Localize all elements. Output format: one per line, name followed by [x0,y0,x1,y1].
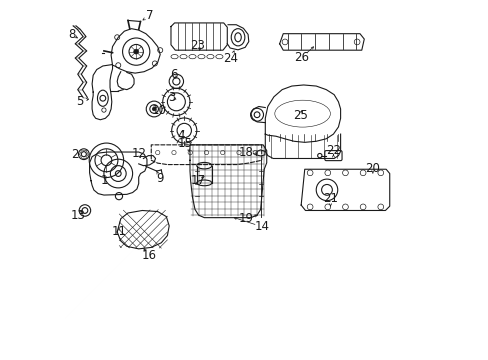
Text: 3: 3 [168,91,175,104]
Text: 13: 13 [70,209,85,222]
Text: 23: 23 [189,39,204,52]
Text: 7: 7 [145,9,153,22]
Text: 2: 2 [71,148,79,161]
Text: 24: 24 [223,51,238,64]
Text: 4: 4 [177,129,184,142]
Text: 19: 19 [238,212,253,225]
Text: 20: 20 [365,162,380,175]
Text: 25: 25 [292,109,307,122]
Text: 22: 22 [325,144,340,157]
Circle shape [133,49,139,54]
Circle shape [152,107,156,111]
Text: 6: 6 [169,68,177,81]
Text: 26: 26 [294,51,309,64]
Text: 18: 18 [238,145,253,158]
Text: 8: 8 [68,28,76,41]
Text: 5: 5 [77,95,84,108]
Text: 16: 16 [142,249,157,262]
Text: 11: 11 [111,225,126,238]
Text: 10: 10 [151,104,166,117]
Text: 12: 12 [131,147,146,159]
Text: 17: 17 [191,174,205,187]
Text: 1: 1 [100,174,107,187]
Text: 14: 14 [254,220,269,233]
Text: 15: 15 [178,137,192,150]
Text: 21: 21 [323,192,337,205]
Text: 9: 9 [156,172,163,185]
